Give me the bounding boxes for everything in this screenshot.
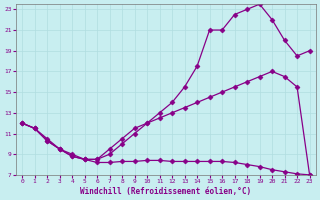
- X-axis label: Windchill (Refroidissement éolien,°C): Windchill (Refroidissement éolien,°C): [80, 187, 252, 196]
